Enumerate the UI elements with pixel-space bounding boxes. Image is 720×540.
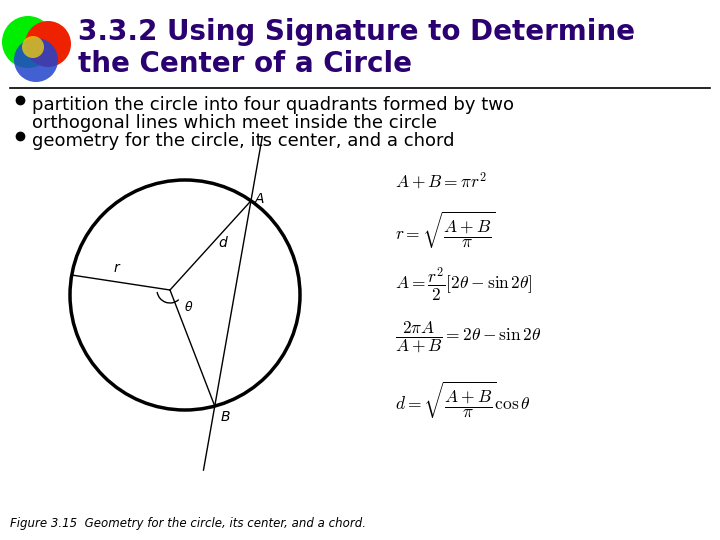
Text: d: d xyxy=(218,237,228,251)
Text: $r = \sqrt{\dfrac{A+B}{\pi}}$: $r = \sqrt{\dfrac{A+B}{\pi}}$ xyxy=(395,210,495,251)
Text: geometry for the circle, its center, and a chord: geometry for the circle, its center, and… xyxy=(32,132,454,150)
Ellipse shape xyxy=(2,16,54,68)
Text: $A + B = \pi r^2$: $A + B = \pi r^2$ xyxy=(395,170,487,191)
Ellipse shape xyxy=(25,21,71,67)
Text: r: r xyxy=(113,260,119,274)
Text: $A = \dfrac{r^2}{2}[2\theta - \sin 2\theta]$: $A = \dfrac{r^2}{2}[2\theta - \sin 2\the… xyxy=(395,265,533,302)
Text: $\dfrac{2\pi A}{A+B} = 2\theta - \sin 2\theta$: $\dfrac{2\pi A}{A+B} = 2\theta - \sin 2\… xyxy=(395,320,541,355)
Text: the Center of a Circle: the Center of a Circle xyxy=(78,50,412,78)
Text: orthogonal lines which meet inside the circle: orthogonal lines which meet inside the c… xyxy=(32,114,437,132)
Text: A: A xyxy=(255,192,264,206)
Text: partition the circle into four quadrants formed by two: partition the circle into four quadrants… xyxy=(32,96,514,114)
Text: $\theta$: $\theta$ xyxy=(184,300,194,314)
Ellipse shape xyxy=(14,38,58,82)
Ellipse shape xyxy=(22,36,44,58)
Text: Figure 3.15  Geometry for the circle, its center, and a chord.: Figure 3.15 Geometry for the circle, its… xyxy=(10,517,366,530)
Text: B: B xyxy=(221,410,230,424)
Text: 3.3.2 Using Signature to Determine: 3.3.2 Using Signature to Determine xyxy=(78,18,635,46)
Text: $d = \sqrt{\dfrac{A+B}{\pi}}\cos\theta$: $d = \sqrt{\dfrac{A+B}{\pi}}\cos\theta$ xyxy=(395,380,531,421)
